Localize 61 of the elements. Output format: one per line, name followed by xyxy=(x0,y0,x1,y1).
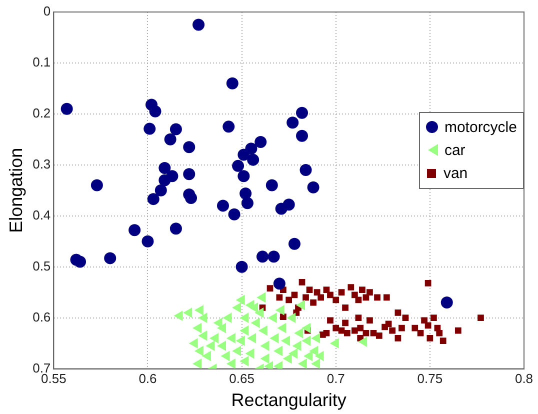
x-tick-label: 0.7 xyxy=(326,371,345,386)
point xyxy=(300,164,312,176)
point xyxy=(307,181,320,194)
point xyxy=(183,168,196,180)
point xyxy=(282,198,295,211)
y-tick-label: 0 xyxy=(43,4,51,19)
y-tick-label: 0.3 xyxy=(32,156,51,172)
point xyxy=(266,179,278,192)
point xyxy=(245,142,258,155)
legend-label: car xyxy=(444,140,466,161)
point xyxy=(238,148,250,161)
legend-label: motorcycle xyxy=(444,118,517,138)
point xyxy=(228,208,240,220)
point xyxy=(128,224,141,236)
y-tick-label: 0.2 xyxy=(32,106,51,121)
point xyxy=(170,123,182,136)
point xyxy=(247,154,260,166)
point xyxy=(286,116,299,129)
point xyxy=(74,256,86,268)
point xyxy=(144,122,156,135)
point xyxy=(164,133,176,146)
y-tick-label: 0.6 xyxy=(32,309,51,324)
point xyxy=(104,252,116,264)
x-tick-label: 0.6 xyxy=(138,371,157,386)
y-tick-label: 0.1 xyxy=(32,54,51,70)
point xyxy=(60,102,73,115)
point xyxy=(268,250,280,263)
point xyxy=(170,222,182,235)
x-tick-label: 0.65 xyxy=(229,371,254,386)
point xyxy=(154,184,167,196)
point xyxy=(240,187,252,200)
point xyxy=(192,18,205,31)
y-tick-label: 0.4 xyxy=(32,207,51,222)
x-axis-title: Rectangularity xyxy=(231,390,346,410)
point xyxy=(254,136,267,148)
point xyxy=(288,238,300,250)
y-tick-label: 0.5 xyxy=(32,258,51,274)
point xyxy=(232,160,244,172)
point xyxy=(236,260,248,273)
point xyxy=(440,296,453,309)
point xyxy=(216,200,229,212)
point xyxy=(222,120,235,133)
point xyxy=(166,170,178,182)
x-tick-label: 0.8 xyxy=(514,371,534,386)
point xyxy=(147,193,160,206)
y-axis-title: Elongation xyxy=(6,148,26,233)
point xyxy=(296,106,308,119)
point xyxy=(241,197,254,210)
point xyxy=(256,250,268,263)
point xyxy=(149,105,162,118)
point xyxy=(185,192,198,204)
point xyxy=(90,179,103,192)
point xyxy=(158,162,171,174)
point xyxy=(296,130,308,142)
legend-label: van xyxy=(443,164,468,184)
point xyxy=(273,278,286,290)
point xyxy=(226,77,238,90)
point xyxy=(183,141,196,154)
x-tick-label: 0.75 xyxy=(417,371,443,386)
point xyxy=(142,235,154,248)
point xyxy=(238,170,250,182)
